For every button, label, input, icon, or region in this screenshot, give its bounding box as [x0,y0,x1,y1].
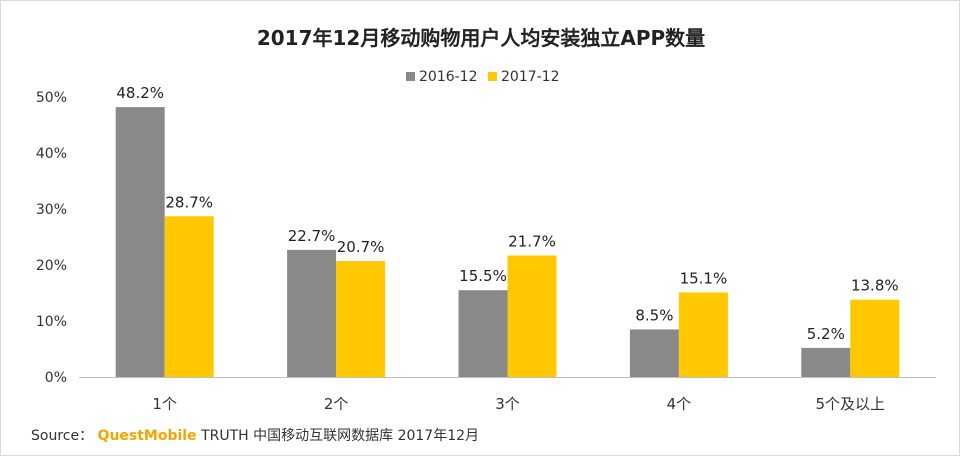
legend-swatch-2016-12 [406,72,415,81]
source-brand: QuestMobile [97,428,197,444]
x-tick-label: 2个 [324,395,349,413]
x-tick-label: 4个 [667,395,692,413]
data-label: 20.7% [337,238,385,256]
x-axis: 1个 2个 3个 4个 5个及以上 [79,377,936,413]
y-tick-label: 40% [36,146,67,162]
x-tick-label: 3个 [495,395,520,413]
y-tick-label: 0% [45,370,67,386]
y-tick-label: 20% [36,258,67,274]
chart-title: 2017年12月移动购物用户人均安装独立APP数量 [257,26,705,50]
data-label: 15.1% [680,269,728,287]
data-label: 8.5% [635,306,673,324]
data-label: 21.7% [508,232,556,250]
bar-2016-12-1 [115,107,165,377]
bar-2017-12-5 [850,299,900,377]
bar-2016-12-3 [458,290,508,377]
bar-2017-12-1 [164,216,214,377]
legend: 2016-12 2017-12 [406,69,560,85]
bar-2016-12-5 [801,347,851,377]
data-label: 13.8% [851,277,899,295]
bar-2017-12-2 [336,261,386,377]
data-label: 48.2% [116,84,164,102]
y-tick-label: 30% [36,202,67,218]
y-axis: 0% 10% 20% 30% 40% 50% [36,90,67,386]
bars: 48.2% 28.7% 22.7%20.7% 15.5%21.7% 8.5% 15.1% 5… [115,84,900,377]
legend-swatch-2017-12 [488,72,497,81]
source-text: TRUTH 中国移动互联网数据库 2017年12月 [201,428,480,444]
bar-2016-12-2 [287,249,337,377]
source-note: Source： QuestMobile TRUTH 中国移动互联网数据库 201… [31,425,479,445]
data-label: 22.7% [288,227,336,245]
legend-label-2017-12: 2017-12 [501,69,560,85]
y-tick-label: 50% [36,90,67,106]
data-label: 28.7% [165,193,213,211]
x-tick-label: 1个 [152,395,177,413]
source-prefix: Source： [31,428,94,444]
bar-2016-12-4 [629,329,679,377]
y-tick-label: 10% [36,314,67,330]
x-tick-label: 5个及以上 [816,395,886,413]
legend-label-2016-12: 2016-12 [419,69,478,85]
bar-2017-12-3 [507,255,557,377]
data-label: 15.5% [459,267,507,285]
bar-2017-12-4 [678,292,728,377]
data-label: 5.2% [807,325,845,343]
